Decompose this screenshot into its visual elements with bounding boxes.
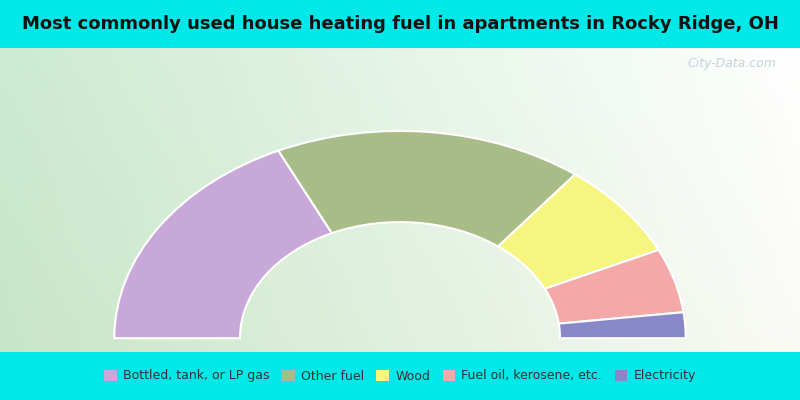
Text: City-Data.com: City-Data.com <box>687 57 776 70</box>
Wedge shape <box>545 250 683 324</box>
Wedge shape <box>114 151 332 338</box>
Wedge shape <box>278 131 575 246</box>
Legend: Bottled, tank, or LP gas, Other fuel, Wood, Fuel oil, kerosene, etc., Electricit: Bottled, tank, or LP gas, Other fuel, Wo… <box>102 367 698 385</box>
Wedge shape <box>558 312 686 338</box>
Text: Most commonly used house heating fuel in apartments in Rocky Ridge, OH: Most commonly used house heating fuel in… <box>22 15 778 33</box>
Wedge shape <box>498 174 658 289</box>
